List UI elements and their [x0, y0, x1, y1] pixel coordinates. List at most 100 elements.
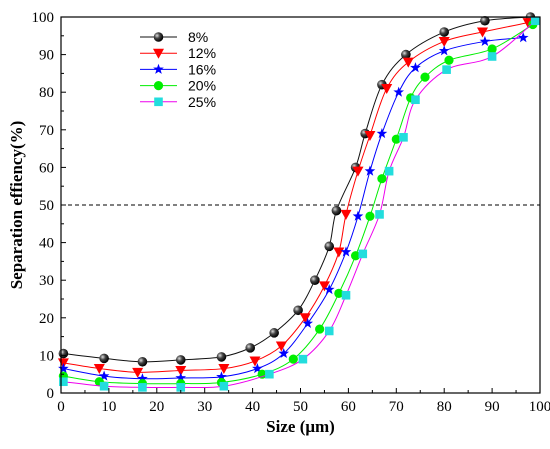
- data-point: [324, 241, 335, 252]
- legend: 8%12%16%20%25%: [140, 29, 216, 110]
- x-tick-label: 10: [101, 399, 116, 415]
- data-point: [278, 347, 290, 359]
- series-line: [63, 24, 534, 385]
- data-point: [318, 281, 330, 292]
- x-tick-label: 80: [437, 399, 452, 415]
- x-tick-label: 70: [389, 399, 404, 415]
- series-4: [58, 19, 538, 389]
- data-point: [341, 290, 351, 300]
- data-point: [175, 355, 186, 365]
- data-point: [402, 57, 414, 68]
- data-point: [293, 305, 303, 316]
- data-point: [275, 341, 287, 352]
- series-line: [63, 22, 529, 373]
- series-line: [63, 37, 524, 380]
- data-point: [530, 16, 540, 26]
- y-axis-title: Separation effiency(%): [7, 121, 26, 290]
- data-point: [137, 356, 148, 367]
- data-point: [350, 251, 361, 261]
- data-point: [269, 328, 279, 338]
- data-point: [401, 49, 411, 60]
- y-tick-label: 50: [39, 198, 54, 214]
- data-point: [58, 348, 69, 359]
- legend-entry: 20%: [140, 78, 216, 94]
- y-tick-label: 70: [39, 123, 54, 139]
- legend-label: 25%: [188, 94, 216, 110]
- legend-marker: [153, 81, 164, 91]
- data-point: [324, 326, 334, 336]
- data-point: [393, 86, 405, 97]
- data-point: [358, 249, 368, 259]
- x-tick-label: 0: [57, 399, 65, 415]
- y-tick-label: 60: [39, 160, 54, 176]
- data-point: [438, 36, 450, 47]
- data-point: [364, 165, 376, 176]
- data-point: [93, 364, 105, 375]
- data-point: [377, 174, 387, 184]
- data-point: [384, 166, 394, 176]
- data-point: [365, 211, 375, 221]
- y-tick-label: 0: [47, 386, 55, 402]
- data-point: [352, 166, 364, 177]
- data-point: [399, 133, 408, 142]
- legend-marker: [153, 48, 164, 59]
- data-point: [381, 83, 393, 94]
- data-point: [376, 127, 388, 139]
- data-point: [315, 324, 325, 334]
- data-point: [340, 209, 352, 220]
- data-point: [310, 275, 320, 286]
- data-point: [98, 370, 110, 381]
- data-point: [439, 27, 450, 37]
- data-point: [391, 134, 401, 144]
- series-3: [58, 32, 529, 384]
- series-line: [63, 20, 536, 389]
- data-point: [59, 377, 68, 387]
- data-point: [219, 381, 229, 391]
- data-point: [216, 352, 227, 362]
- data-point: [99, 381, 109, 391]
- data-point: [137, 373, 148, 384]
- data-point: [138, 383, 147, 392]
- x-tick-label: 20: [149, 399, 164, 415]
- data-point: [410, 62, 421, 73]
- data-point: [340, 246, 352, 257]
- data-point: [175, 372, 187, 383]
- legend-entry: 25%: [140, 94, 216, 110]
- x-axis-title: Size (μm): [266, 417, 335, 436]
- legend-label: 8%: [188, 29, 208, 45]
- legend-entry: 8%: [140, 29, 208, 45]
- series-1: [58, 12, 536, 367]
- series-layer: [57, 12, 540, 392]
- y-tick-label: 80: [39, 85, 54, 101]
- y-tick-label: 20: [39, 311, 54, 327]
- legend-entry: 16%: [140, 61, 216, 77]
- x-tick-label: 90: [485, 399, 500, 415]
- data-point: [218, 364, 230, 375]
- x-tick-label: 60: [341, 399, 356, 415]
- data-point: [517, 32, 529, 43]
- data-point: [331, 205, 342, 216]
- legend-label: 16%: [188, 61, 216, 77]
- data-point: [132, 367, 144, 378]
- data-point: [487, 44, 497, 54]
- data-point: [442, 65, 451, 74]
- data-point: [477, 27, 489, 38]
- data-point: [257, 369, 267, 379]
- data-point: [175, 365, 187, 376]
- y-tick-label: 10: [39, 348, 54, 364]
- data-point: [288, 354, 298, 364]
- data-point: [333, 247, 345, 258]
- data-point: [298, 354, 308, 364]
- data-point: [411, 95, 420, 105]
- legend-marker: [154, 97, 163, 107]
- data-point: [58, 362, 69, 374]
- data-point: [479, 35, 491, 46]
- data-point: [375, 210, 384, 219]
- data-point: [352, 210, 364, 221]
- y-tick-label: 100: [32, 10, 55, 26]
- y-tick-label: 40: [39, 236, 54, 252]
- data-point: [444, 55, 454, 65]
- ticks-layer: 0 10 20 30 40 50 60 70 80 90 100 0 10 20 30 40 50 60 70 80 9…: [32, 10, 550, 415]
- data-point: [438, 45, 450, 56]
